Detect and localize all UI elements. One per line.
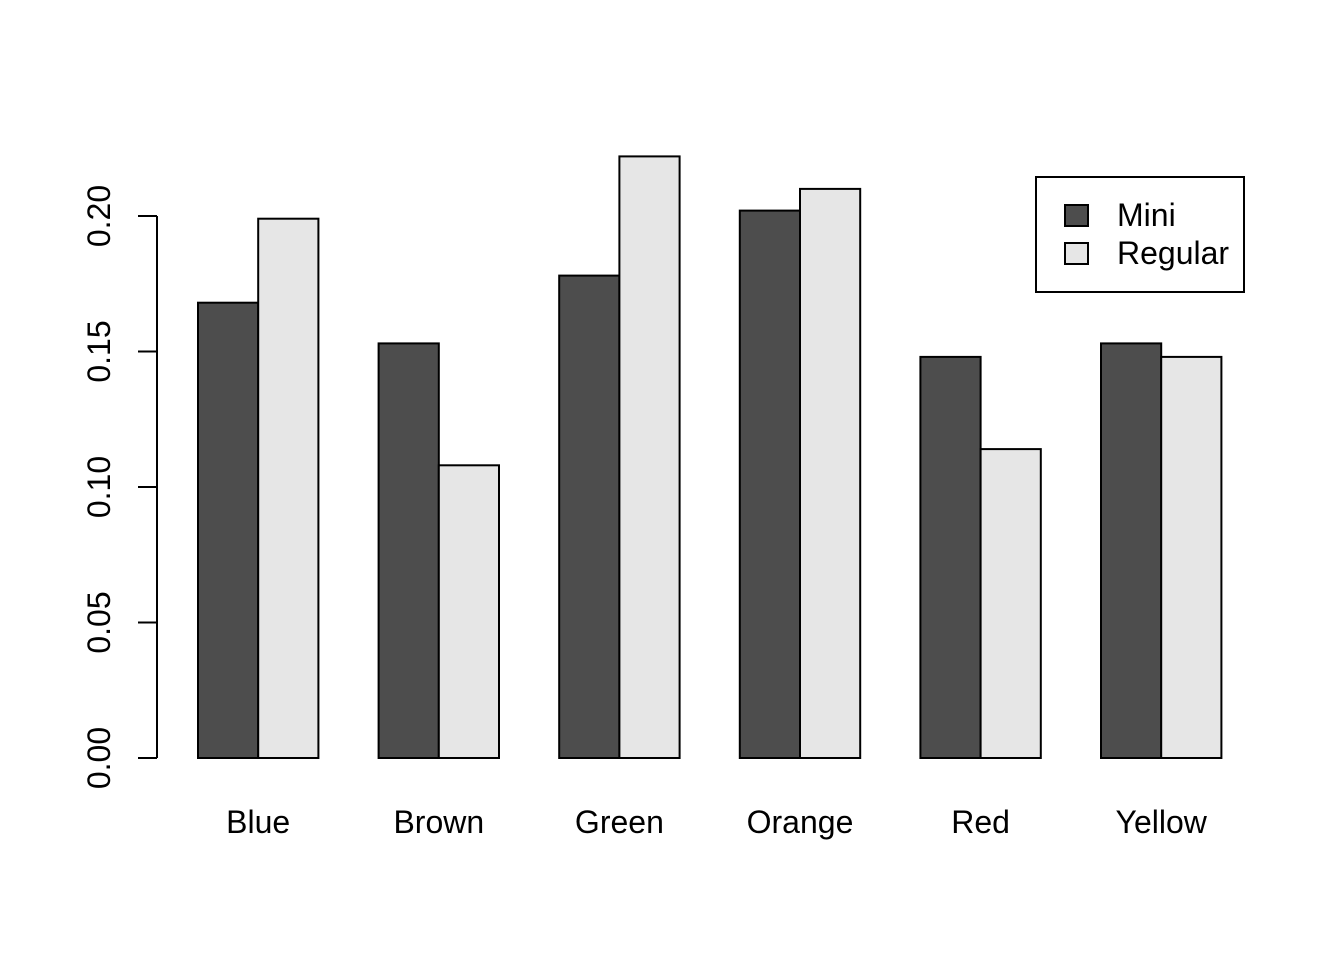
x-tick-label-orange: Orange	[747, 804, 854, 840]
y-axis: 0.00 0.05 0.10 0.15 0.20	[81, 185, 158, 789]
legend-swatch-regular	[1064, 242, 1089, 265]
bars-group	[197, 155, 1223, 760]
y-tick-label: 0.05	[81, 591, 117, 653]
y-tick-label: 0.10	[81, 456, 117, 518]
bar-red-regular	[979, 448, 1042, 759]
legend-box	[1035, 176, 1245, 293]
bar-green-mini	[558, 274, 621, 759]
x-tick-label-green: Green	[575, 804, 664, 840]
legend-swatch-mini	[1064, 204, 1089, 227]
bar-red-mini	[919, 355, 982, 759]
bar-blue-mini	[197, 301, 260, 759]
x-axis-labels: Blue Brown Green Orange Red Yellow	[226, 804, 1208, 840]
legend-label-regular: Regular	[1117, 235, 1229, 271]
bar-brown-regular	[437, 464, 500, 759]
y-tick-label: 0.00	[81, 727, 117, 789]
y-tick-label: 0.20	[81, 185, 117, 247]
x-tick-label-yellow: Yellow	[1116, 804, 1208, 840]
x-tick-label-brown: Brown	[393, 804, 484, 840]
y-tick-label: 0.15	[81, 320, 117, 382]
bar-blue-regular	[257, 217, 320, 759]
bar-orange-regular	[799, 187, 862, 759]
bar-green-regular	[618, 155, 681, 759]
x-tick-label-red: Red	[951, 804, 1010, 840]
x-tick-label-blue: Blue	[226, 804, 290, 840]
bar-brown-mini	[377, 342, 440, 759]
bar-yellow-regular	[1160, 355, 1223, 759]
bar-orange-mini	[738, 209, 801, 760]
legend-label-mini: Mini	[1117, 197, 1176, 233]
bar-yellow-mini	[1100, 342, 1163, 759]
